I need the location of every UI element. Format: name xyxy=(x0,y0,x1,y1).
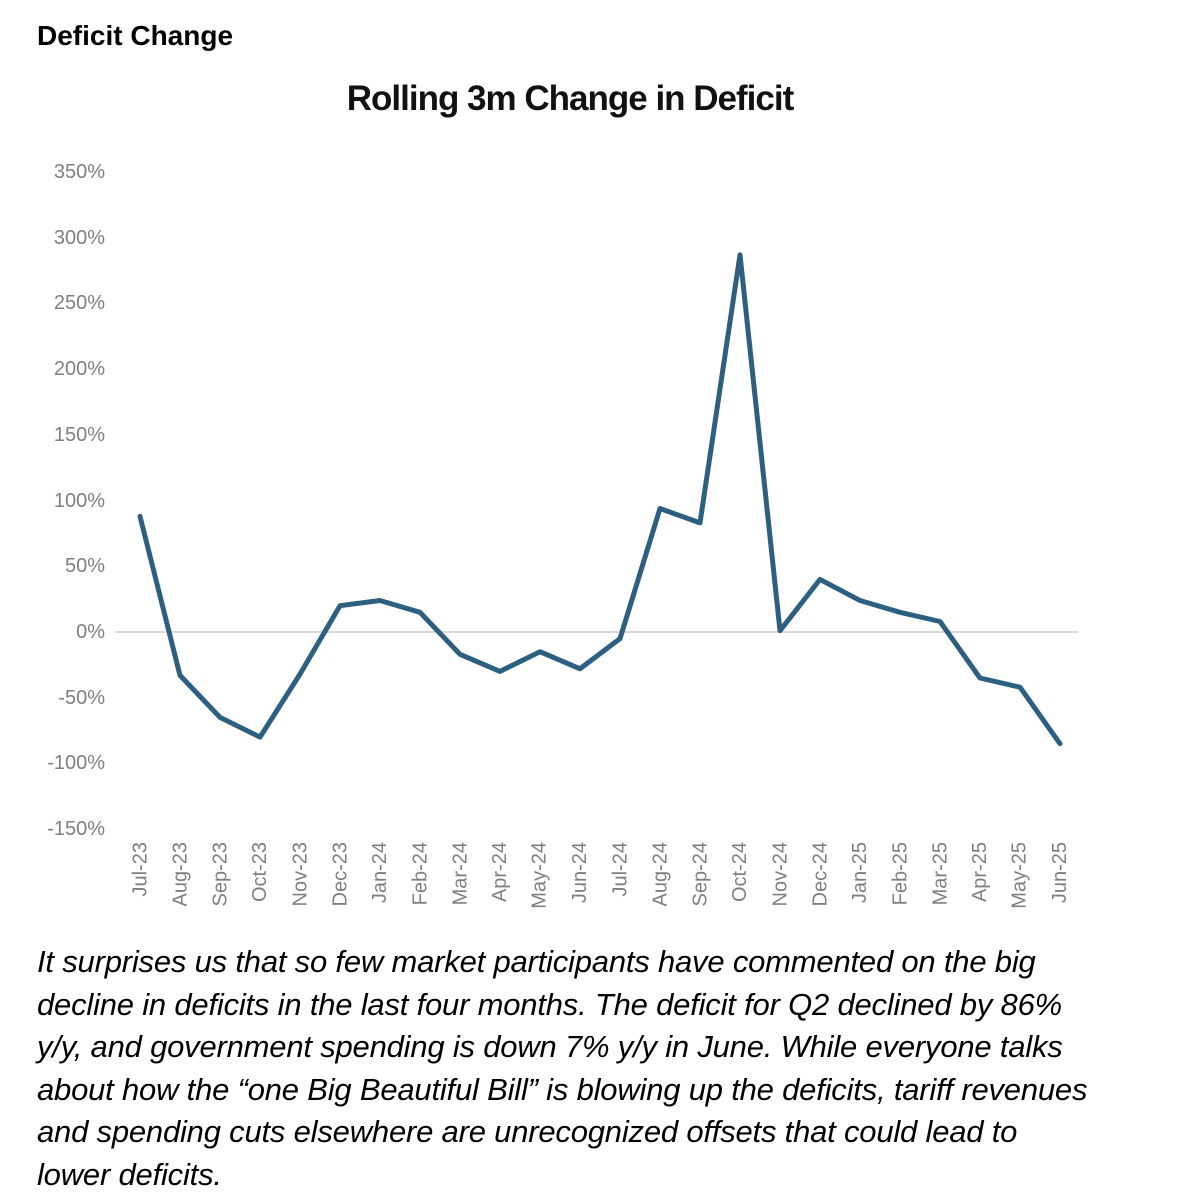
commentary-line: decline in deficits in the last four mon… xyxy=(37,986,1062,1022)
x-tick-label: Nov-24 xyxy=(769,842,791,907)
x-tick-label: Dec-23 xyxy=(329,842,351,907)
commentary-line: y/y, and government spending is down 7% … xyxy=(37,1029,1063,1064)
y-tick-label: 50% xyxy=(64,555,105,577)
y-tick-label: -50% xyxy=(58,687,105,709)
y-tick-label: 200% xyxy=(53,358,105,380)
x-tick-label: Oct-24 xyxy=(729,842,751,903)
x-tick-label: Sep-24 xyxy=(689,842,711,907)
y-tick-label: 300% xyxy=(53,227,105,249)
x-tick-label: Mar-25 xyxy=(929,842,951,906)
commentary-text: It surprises us that so few market parti… xyxy=(37,941,1162,1196)
x-tick-label: Nov-23 xyxy=(289,842,311,907)
x-tick-label: Aug-23 xyxy=(169,842,191,907)
x-tick-label: Jan-24 xyxy=(369,842,391,904)
x-tick-label: Mar-24 xyxy=(449,842,471,906)
x-tick-label: Jun-25 xyxy=(1049,842,1071,904)
x-tick-label: Apr-25 xyxy=(969,842,991,903)
y-tick-label: -100% xyxy=(47,752,105,774)
y-tick-label: -150% xyxy=(47,818,105,840)
x-tick-label: Feb-25 xyxy=(889,842,911,906)
x-tick-label: Apr-24 xyxy=(489,842,511,903)
x-tick-label: Jul-23 xyxy=(129,842,151,897)
y-tick-label: 250% xyxy=(53,292,105,314)
page-title: Deficit Change xyxy=(37,20,234,51)
x-tick-label: May-24 xyxy=(529,842,551,909)
deficit-line-series xyxy=(137,252,1063,747)
x-tick-label: Jan-25 xyxy=(849,842,871,904)
commentary-line: It surprises us that so few market parti… xyxy=(37,944,1036,979)
y-tick-label: 350% xyxy=(53,161,105,183)
commentary-line: lower deficits. xyxy=(37,1156,222,1192)
x-tick-label: Oct-23 xyxy=(249,842,271,903)
y-tick-label: 150% xyxy=(53,424,105,446)
x-tick-label: Aug-24 xyxy=(649,842,671,907)
x-tick-label: Dec-24 xyxy=(809,842,831,907)
commentary-line: and spending cuts elsewhere are unrecogn… xyxy=(37,1114,1018,1149)
chart-title: Rolling 3m Change in Deficit xyxy=(346,79,794,118)
line-chart-plot xyxy=(115,252,1078,747)
y-tick-label: 100% xyxy=(53,490,105,512)
commentary-line: about how the “one Big Beautiful Bill” i… xyxy=(37,1071,1088,1107)
x-tick-label: Jun-24 xyxy=(569,842,591,904)
y-tick-label: 0% xyxy=(76,621,105,643)
x-tick-label: May-25 xyxy=(1009,842,1031,909)
x-tick-label: Feb-24 xyxy=(409,842,431,906)
x-tick-label: Sep-23 xyxy=(209,842,231,907)
x-tick-label: Jul-24 xyxy=(609,842,631,897)
